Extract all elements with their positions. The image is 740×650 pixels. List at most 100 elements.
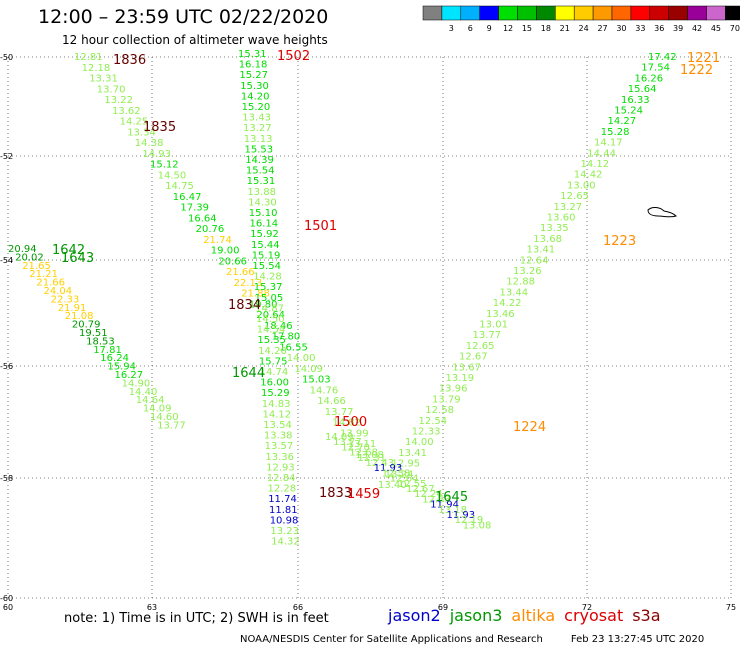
colorbar-label: 12	[503, 24, 513, 33]
swh-value: 15.92	[250, 229, 279, 240]
swh-value: 14.25	[120, 117, 149, 128]
colorbar-swatch	[649, 5, 669, 21]
swh-value: 19.00	[211, 246, 240, 257]
swh-value: 13.96	[439, 384, 468, 395]
swh-value: 13.08	[463, 520, 492, 531]
colorbar-label: 21	[560, 24, 570, 33]
swh-value: 15.30	[240, 81, 269, 92]
swh-value: 13.35	[540, 223, 569, 234]
colorbar-swatch	[536, 5, 556, 21]
swh-value: 15.29	[261, 388, 290, 399]
footer: NOAA/NESDIS Center for Satellite Applica…	[240, 634, 704, 645]
swh-value: 14.00	[405, 437, 434, 448]
swh-value: 12.93	[266, 462, 295, 473]
colorbar-swatch	[517, 5, 537, 21]
pass-time: 1221	[687, 51, 720, 66]
colorbar-label: 15	[522, 24, 532, 33]
swh-value: 12.31	[357, 453, 386, 464]
swh-value: 22.13	[234, 278, 263, 289]
lat-tick-label: -50	[0, 53, 13, 62]
swh-value: 15.44	[251, 240, 280, 251]
swh-value: 16.26	[635, 73, 664, 84]
swh-value: 16.18	[239, 60, 268, 71]
swh-value: 13.38	[264, 431, 293, 442]
swh-value: 14.90	[122, 378, 151, 389]
swh-value: 13.18	[438, 505, 467, 516]
swh-value: 13.22	[104, 95, 133, 106]
swh-value: 13.23	[270, 526, 299, 537]
lon-tick-label: 72	[582, 603, 592, 612]
swh-value: 18.53	[86, 336, 115, 347]
satellite-cryosat: cryosat	[564, 606, 624, 625]
swh-value: 12.95	[392, 459, 421, 470]
swh-value: 14.54	[257, 325, 286, 336]
lat-tick-label: -52	[0, 152, 13, 161]
swh-value: 18.46	[264, 321, 293, 332]
lon-tick-label: 60	[3, 603, 13, 612]
swh-value: 15.12	[150, 160, 179, 171]
swh-value: 15.05	[255, 293, 284, 304]
pass-time: 1642	[52, 243, 85, 258]
swh-value: 13.27	[554, 202, 583, 213]
colorbar-swatch	[573, 5, 594, 21]
swh-value: 13.27	[243, 123, 272, 134]
map-title: 12:00 – 23:59 UTC 02/22/2020	[38, 6, 329, 28]
colorbar-swatch	[630, 5, 651, 21]
swh-value: 14.42	[574, 170, 603, 181]
swh-value: 14.64	[136, 395, 165, 406]
swh-value: 15.19	[252, 250, 281, 261]
swh-value: 13.57	[265, 441, 294, 452]
swh-value: 13.34	[127, 127, 156, 138]
satellite-tracks: 12.8112.1813.3113.7013.2213.6214.2513.34…	[8, 49, 677, 548]
swh-value: 14.38	[135, 138, 164, 149]
colorbar-swatch	[611, 5, 632, 21]
swh-value: 12.64	[520, 255, 549, 266]
pass-time: 1459	[347, 487, 380, 502]
swh-value: 20.94	[8, 244, 37, 255]
swh-value: 14.93	[142, 149, 171, 160]
swh-value: 19.51	[79, 328, 108, 339]
lon-tick-label: 75	[726, 603, 736, 612]
swh-value: 12.84	[267, 473, 296, 484]
footer-credit: NOAA/NESDIS Center for Satellite Applica…	[240, 634, 543, 645]
swh-value: 17.80	[272, 332, 301, 343]
swh-value: 13.26	[513, 266, 542, 277]
pass-time: 1644	[232, 366, 265, 381]
swh-value: 15.31	[247, 176, 276, 187]
lat-tick-label: -60	[0, 594, 13, 603]
swh-value: 20.76	[196, 224, 225, 235]
swh-value: 12.55	[398, 479, 427, 490]
pass-time: 1835	[143, 120, 176, 135]
lon-tick-label: 66	[293, 603, 303, 612]
swh-value: 19.80	[249, 299, 278, 310]
swh-value: 12.68	[349, 448, 378, 459]
swh-value: 13.31	[89, 74, 118, 85]
swh-value: 12.54	[419, 416, 448, 427]
swh-value: 24.04	[44, 286, 73, 297]
colorbar-swatch	[479, 5, 499, 21]
swh-value: 13.08	[355, 450, 384, 461]
swh-value: 13.54	[263, 420, 292, 431]
swh-value: 13.40	[378, 480, 407, 491]
swh-value: 13.24	[385, 469, 414, 480]
swh-value: 14.50	[158, 170, 187, 181]
swh-value: 15.54	[252, 261, 281, 272]
swh-value: 22.33	[51, 294, 80, 305]
swh-value: 12.19	[455, 515, 484, 526]
swh-value: 13.99	[340, 428, 369, 439]
swh-value: 21.66	[226, 267, 255, 278]
swh-value: 13.67	[452, 362, 481, 373]
swh-value: 13.41	[398, 448, 427, 459]
swh-value: 13.41	[527, 245, 556, 256]
swh-value: 17.39	[180, 203, 209, 214]
swh-value: 20.64	[256, 310, 285, 321]
swh-value: 12.18	[82, 63, 111, 74]
swh-value: 14.40	[129, 387, 158, 398]
swh-value: 12.88	[506, 277, 535, 288]
lon-tick-label: 69	[438, 603, 448, 612]
swh-value: 12.67	[406, 484, 435, 495]
pass-time: 1833	[319, 486, 352, 501]
colorbar-swatch	[441, 5, 462, 21]
swh-value: 16.24	[100, 353, 129, 364]
swh-value: 12.28	[268, 484, 297, 495]
